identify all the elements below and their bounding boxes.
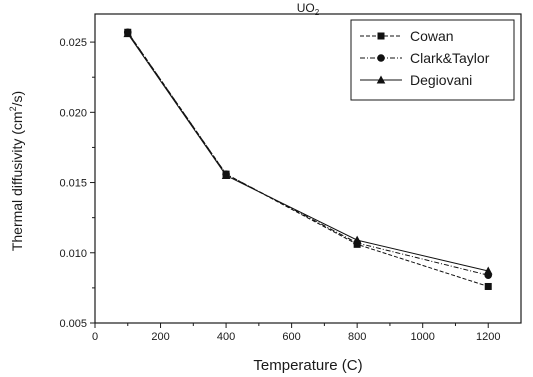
x-axis-ticks: 0 200 400 600 800 1000 1200: [92, 323, 500, 343]
y-axis-label: Thermal diffusivity (cm2/s): [8, 91, 25, 251]
data-point-degiovani: [352, 235, 362, 244]
legend-item-cowan: Cowan: [360, 28, 454, 44]
y-tick-label: 0.020: [59, 107, 87, 119]
y-axis-ticks: 0.005 0.010 0.015 0.020 0.025: [59, 37, 95, 330]
x-tick-label: 400: [217, 331, 235, 343]
legend-item-clark-taylor: Clark&Taylor: [360, 50, 490, 66]
plot-frame: [94, 13, 522, 324]
x-tick-label: 200: [151, 331, 169, 343]
chart-title-main: UO: [297, 1, 315, 15]
chart-title: UO2: [297, 1, 320, 17]
legend-marker-circle: [377, 54, 385, 62]
series-line-cowan: [127, 31, 489, 287]
legend-label: Cowan: [410, 28, 454, 44]
x-tick-label: 1200: [476, 331, 500, 343]
x-tick-label: 600: [282, 331, 300, 343]
chart-title-subscript: 2: [315, 8, 320, 17]
x-tick-label: 0: [92, 331, 98, 343]
y-axis-label-end: /s): [9, 91, 25, 107]
data-point-degiovani: [221, 171, 231, 180]
series-layer: [123, 28, 493, 290]
data-point-degiovani: [123, 29, 133, 38]
data-point-degiovani: [483, 266, 493, 275]
legend: Cowan Clark&Taylor Degiovani: [350, 19, 515, 101]
x-tick-label: 1000: [410, 331, 434, 343]
y-tick-label: 0.015: [59, 178, 87, 190]
x-tick-label: 800: [348, 331, 366, 343]
legend-marker-square: [377, 32, 385, 40]
y-tick-label: 0.025: [59, 37, 87, 49]
legend-marker-triangle: [376, 75, 386, 84]
series-line-degiovani: [127, 33, 489, 272]
x-axis-label: Temperature (C): [253, 357, 362, 374]
legend-label: Clark&Taylor: [410, 50, 490, 66]
data-point-cowan: [484, 282, 492, 290]
y-tick-label: 0.010: [59, 248, 87, 260]
y-tick-label: 0.005: [59, 318, 87, 330]
y-axis-label-superscript: 2: [8, 106, 18, 111]
series-degiovani: [123, 29, 493, 275]
y-axis-label-main: Thermal diffusivity (cm: [9, 111, 25, 251]
legend-label: Degiovani: [410, 72, 472, 88]
legend-item-degiovani: Degiovani: [360, 72, 472, 88]
